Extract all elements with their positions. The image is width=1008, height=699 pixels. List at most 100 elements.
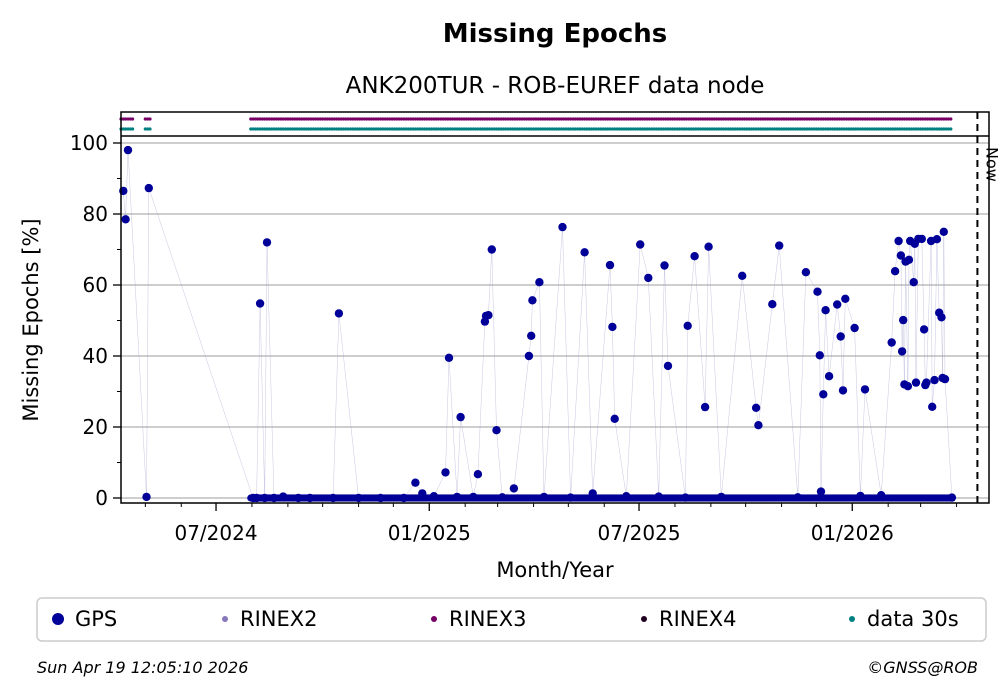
data30s-strip-dot (562, 127, 566, 131)
data30s-strip-dot (742, 127, 747, 131)
data30s-strip-dot (474, 127, 478, 131)
rinex3-strip-dot (596, 117, 601, 121)
data30s-strip-dot (770, 127, 774, 131)
data30s-strip-dot (446, 127, 450, 131)
data30s-strip-dot (450, 127, 454, 131)
rinex3-strip-dot (467, 117, 471, 121)
data30s-strip-dot (341, 127, 346, 131)
rinex3-strip-dot (810, 117, 814, 121)
data30s-strip-dot (281, 127, 285, 131)
data30s-strip-dot (395, 127, 399, 131)
data30s-strip-dot (471, 127, 475, 131)
rinex3-strip-dot (768, 117, 772, 121)
data30s-strip-dot (617, 127, 621, 131)
data30s-strip-dot (856, 127, 860, 131)
rinex3-strip-dot (520, 117, 524, 121)
rinex3-strip-dot (640, 117, 645, 121)
data30s-strip-dot (926, 127, 930, 131)
data30s-strip-dot (805, 127, 809, 131)
rinex3-strip-dot (353, 117, 357, 121)
gps-point (411, 478, 420, 487)
rinex3-strip-dot (886, 117, 890, 121)
gps-point (768, 300, 777, 309)
gps-point (887, 338, 896, 347)
data30s-strip-dot (367, 127, 371, 131)
rinex3-strip-dot (309, 117, 313, 121)
rinex3-strip-dot (448, 117, 452, 121)
data30s-strip-dot (768, 127, 772, 131)
data30s-strip-dot (501, 127, 505, 131)
rinex3-strip-dot (267, 117, 271, 121)
rinex3-strip-dot (362, 117, 366, 121)
data30s-strip-dot (603, 127, 608, 131)
gps-point (937, 313, 946, 322)
rinex3-strip-dot (344, 117, 348, 121)
gps-point (473, 470, 483, 479)
rinex3-strip-dot (457, 117, 461, 121)
gps-point (932, 235, 942, 244)
data30s-strip-dot (738, 127, 742, 131)
rinex3-strip-dot (481, 117, 485, 121)
gps-point (683, 321, 692, 330)
data30s-strip-dot (566, 127, 570, 131)
rinex3-strip-dot (633, 117, 638, 121)
data30s-strip-dot (624, 127, 628, 131)
gps-point (904, 255, 914, 264)
data30s-strip-dot (865, 127, 869, 131)
data30s-strip-dot (650, 127, 654, 131)
rinex3-strip-dot (253, 117, 257, 121)
rinex3-strip-dot (858, 117, 863, 121)
gps-point (824, 372, 834, 381)
data30s-strip-dot (652, 127, 656, 131)
data30s-strip-dot (849, 127, 853, 131)
rinex3-strip-dot (770, 117, 774, 121)
gps-point (754, 421, 763, 430)
rinex3-strip-dot (592, 117, 596, 121)
gps-point (775, 241, 784, 250)
data30s-strip-dot (756, 127, 761, 131)
rinex3-strip-dot (504, 117, 508, 121)
data30s-strip-dot (555, 127, 559, 131)
data30s-strip-dot (379, 127, 383, 131)
legend-label: RINEX4 (659, 607, 737, 631)
rinex3-strip-dot (249, 117, 253, 121)
gps-point (252, 493, 261, 503)
rinex3-strip-dot (550, 117, 554, 121)
data30s-strip-dot (265, 127, 269, 131)
rinex3-strip-dot (411, 117, 415, 121)
data30s-strip-dot (766, 127, 770, 131)
rinex3-strip-dot (494, 117, 499, 121)
data30s-strip-dot (302, 127, 306, 131)
rinex3-strip-dot (478, 117, 482, 121)
data30s-strip-dot (518, 127, 522, 131)
rinex3-strip-dot (295, 117, 299, 121)
data30s-strip-dot (888, 127, 893, 131)
data30s-strip-dot (654, 127, 659, 131)
gps-point (269, 493, 279, 503)
rinex3-strip-dot (395, 117, 399, 121)
rinex3-strip-dot (833, 117, 837, 121)
rinex3-strip-dot (691, 117, 696, 121)
rinex3-strip-dot (297, 117, 302, 121)
gps-point (922, 378, 931, 387)
data30s-strip-dot (263, 127, 267, 131)
legend-label: RINEX3 (449, 607, 527, 631)
gps-point (860, 385, 870, 394)
x-tick-label: 01/2026 (811, 521, 894, 545)
data30s-strip-dot (717, 127, 721, 131)
gps-point (850, 323, 859, 333)
rinex3-strip-dot (835, 117, 839, 121)
rinex3-strip-dot (689, 117, 693, 121)
data30s-strip-dot (912, 127, 916, 131)
data30s-strip-dot (640, 127, 645, 131)
data30s-strip-dot (304, 127, 308, 131)
data30s-strip-dot (601, 127, 605, 131)
rinex3-strip-dot (847, 117, 851, 121)
rinex3-strip-dot (409, 117, 413, 121)
rinex3-strip-dot (837, 117, 842, 121)
data30s-strip-dot (831, 127, 835, 131)
data30s-strip-dot (722, 127, 726, 131)
data30s-strip-dot (481, 127, 485, 131)
rinex3-strip-dot (443, 117, 448, 121)
rinex3-strip-dot (148, 117, 152, 121)
